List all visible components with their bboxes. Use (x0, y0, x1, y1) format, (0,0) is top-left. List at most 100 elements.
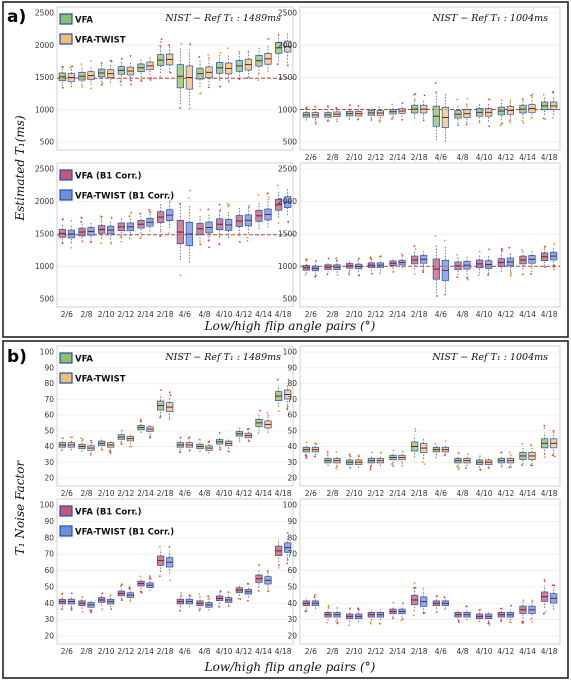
outlier-point (81, 438, 84, 441)
box-vfa-twist-b1-corr--4-12 (506, 604, 514, 624)
outlier-point (62, 66, 64, 69)
y-tick-label: 50 (287, 426, 297, 435)
box-vfa-twist-4-12 (244, 50, 252, 79)
outlier-point (466, 277, 469, 280)
outlier-point (522, 620, 525, 623)
y-tick-label: 50 (44, 426, 54, 435)
outlier-point (70, 608, 73, 611)
box-vfa-twist-2-12 (126, 433, 134, 448)
outlier-point (443, 293, 446, 296)
box-vfa-b1-corr--2-8 (78, 216, 86, 243)
box-vfa-4-8 (454, 98, 462, 126)
y-tick-label: 40 (44, 442, 54, 451)
outlier-point (267, 196, 270, 198)
outlier-point (226, 47, 229, 50)
outlier-point (414, 427, 417, 430)
outlier-point (531, 96, 533, 99)
outlier-point (149, 435, 152, 438)
y-tick-label: 70 (44, 550, 54, 559)
outlier-point (277, 222, 280, 224)
y-tick-label: 30 (287, 458, 297, 467)
outlier-point (140, 236, 143, 238)
outlier-point (508, 246, 511, 249)
x-tick-label: 2/8 (80, 489, 92, 498)
x-tick-label: 4/10 (476, 153, 493, 162)
outlier-point (509, 274, 512, 277)
y-tick-label: 60 (44, 411, 54, 420)
outlier-point (277, 566, 280, 569)
box-vfa-b1-corr--4-10 (216, 203, 224, 246)
outlier-point (510, 466, 513, 468)
outlier-point (421, 461, 424, 463)
outlier-point (61, 242, 64, 245)
outlier-point (358, 274, 360, 277)
x-tick-label: 2/6 (305, 310, 317, 319)
outlier-point (370, 258, 373, 261)
outlier-point (542, 93, 545, 96)
outlier-point (149, 436, 151, 439)
outlier-point (180, 592, 182, 594)
y-axis-label-a: Estimated T₁(ms) (13, 115, 27, 222)
x-tick-label: 4/14 (255, 647, 272, 656)
y-tick-label: 100 (283, 501, 298, 510)
box-vfa-b1-corr--4-12 (235, 584, 243, 600)
box-vfa-twist-4-18 (284, 33, 292, 67)
box-vfa-b1-corr--2-12 (117, 583, 125, 602)
x-tick-label: 4/10 (216, 647, 233, 656)
outlier-point (349, 467, 352, 469)
outlier-point (357, 257, 360, 260)
outlier-point (257, 589, 260, 592)
outlier-point (509, 271, 512, 274)
box-vfa-twist-b1-corr--2-14 (398, 602, 406, 622)
x-tick-label: 2/18 (157, 647, 174, 656)
x-tick-label: 4/6 (179, 489, 191, 498)
y-tick-label: 1000 (278, 262, 297, 271)
box-vfa-b1-corr--4-12 (497, 247, 505, 272)
outlier-point (159, 545, 161, 548)
box-vfa-2-8 (324, 451, 332, 467)
outlier-point (304, 273, 307, 276)
box-vfa-twist-2-18 (420, 437, 428, 466)
outlier-point (544, 118, 547, 121)
box-vfa-b1-corr--2-18 (157, 545, 165, 577)
outlier-point (238, 427, 241, 430)
outlier-point (466, 97, 469, 100)
box-vfa-twist-2-18 (166, 391, 174, 421)
outlier-point (402, 602, 404, 605)
outlier-point (120, 584, 122, 587)
outlier-point (140, 80, 143, 82)
outlier-point (189, 43, 192, 46)
box-vfa-twist-2-6 (67, 65, 75, 87)
x-tick-label: 2/8 (326, 153, 338, 162)
outlier-point (378, 106, 381, 109)
outlier-point (159, 416, 162, 419)
section-b-frame (2, 340, 569, 679)
outlier-point (90, 60, 92, 62)
x-tick-label: 4/18 (275, 647, 292, 656)
box-vfa-2-14 (389, 449, 397, 468)
legend-label: VFA-TWIST (75, 36, 126, 46)
outlier-point (314, 594, 317, 597)
outlier-point (188, 436, 191, 439)
outlier-point (356, 118, 359, 121)
outlier-point (276, 184, 279, 187)
outlier-point (169, 200, 172, 202)
y-tick-label: 2000 (35, 41, 54, 50)
box-vfa-4-8 (196, 438, 204, 452)
outlier-point (478, 121, 481, 124)
outlier-point (378, 255, 381, 258)
outlier-point (89, 241, 92, 243)
y-tick-label: 60 (287, 566, 297, 575)
outlier-point (457, 468, 460, 471)
outlier-point (140, 420, 142, 422)
outlier-point (465, 123, 468, 126)
outlier-point (530, 94, 533, 97)
box-vfa-twist-2-8 (333, 451, 341, 470)
x-tick-label: 4/10 (476, 310, 493, 319)
y-tick-label: 80 (44, 379, 54, 388)
box-vfa-twist-b1-corr--4-10 (485, 610, 493, 627)
outlier-point (158, 575, 161, 577)
outlier-point (129, 600, 132, 602)
box-vfa-twist-b1-corr--2-14 (146, 575, 154, 591)
outlier-point (522, 122, 525, 124)
